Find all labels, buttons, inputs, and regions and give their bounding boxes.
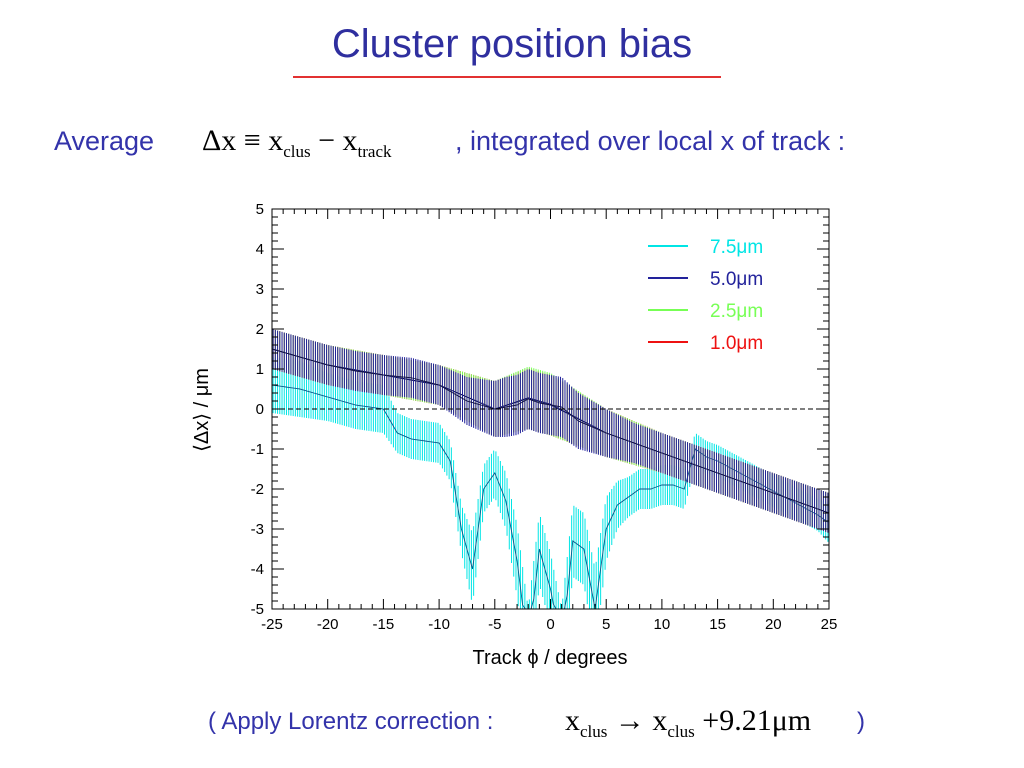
plot-layer — [271, 329, 830, 610]
y-tick-label: -2 — [251, 481, 264, 498]
subtitle-formula: Δx ≡ xclus − xtrack — [202, 124, 392, 164]
y-tick-label: 0 — [256, 401, 264, 418]
y-tick-label: 3 — [256, 281, 264, 298]
footer-close-paren: ) — [857, 708, 865, 735]
series-1 — [271, 329, 830, 533]
legend-label: 2.5μm — [710, 301, 763, 322]
x-tick-label: 20 — [765, 616, 782, 633]
x-tick-label: 10 — [654, 616, 671, 633]
y-axis-label: ⟨Δx⟩ / μm — [191, 368, 213, 452]
footer-formula: xclus → xclus +9.21μm — [565, 704, 811, 742]
legend-label: 5.0μm — [710, 269, 763, 290]
footer-x1: x — [565, 704, 580, 737]
footer-arrow: → x — [607, 704, 668, 737]
title-underline — [293, 76, 721, 78]
x-tick-label: 0 — [546, 616, 554, 633]
x-tick-label: 5 — [602, 616, 610, 633]
axes-layer: -25 -20 -15 -10 -5 0 5 10 15 20 25-5-4-3-2-1012345… — [191, 201, 837, 669]
series-0 — [271, 357, 830, 610]
legend-layer: 7.5μm 5.0μm 2.5μm 1.0μm — [648, 237, 763, 354]
x-tick-label: -15 — [373, 616, 395, 633]
x-axis-label: Track ϕ / degrees — [473, 647, 628, 669]
y-tick-label: 5 — [256, 201, 264, 218]
legend-label: 1.0μm — [710, 333, 763, 354]
footer-sub1: clus — [580, 722, 608, 741]
footer-sub2: clus — [667, 722, 695, 741]
x-tick-label: -25 — [261, 616, 283, 633]
subtitle-description: , integrated over local x of track : — [455, 126, 846, 156]
page-title: Cluster position bias — [331, 22, 693, 66]
x-tick-label: 25 — [821, 616, 838, 633]
y-tick-label: 1 — [256, 361, 264, 378]
formula-sub-track: track — [357, 142, 392, 161]
x-tick-label: -10 — [428, 616, 450, 633]
y-tick-label: 4 — [256, 241, 264, 258]
y-tick-label: -4 — [251, 561, 264, 578]
x-tick-label: -20 — [317, 616, 339, 633]
y-tick-label: -5 — [251, 601, 264, 618]
footer-lorentz-label: ( Apply Lorentz correction : — [208, 708, 494, 735]
legend-label: 7.5μm — [710, 237, 763, 258]
subtitle-average: Average — [54, 126, 155, 156]
y-tick-label: 2 — [256, 321, 264, 338]
x-tick-label: 15 — [709, 616, 726, 633]
series-line — [271, 348, 830, 514]
bias-chart: -25 -20 -15 -10 -5 0 5 10 15 20 25-5-4-3-2-1012345… — [191, 201, 837, 669]
formula-sub-clus: clus — [283, 142, 311, 161]
formula-minus-x: − x — [310, 124, 358, 157]
y-tick-label: -3 — [251, 521, 264, 538]
x-tick-label: -5 — [488, 616, 501, 633]
y-tick-label: -1 — [251, 441, 264, 458]
formula-delta-x: Δx ≡ x — [202, 124, 284, 157]
footer-tail: +9.21μm — [694, 704, 812, 737]
